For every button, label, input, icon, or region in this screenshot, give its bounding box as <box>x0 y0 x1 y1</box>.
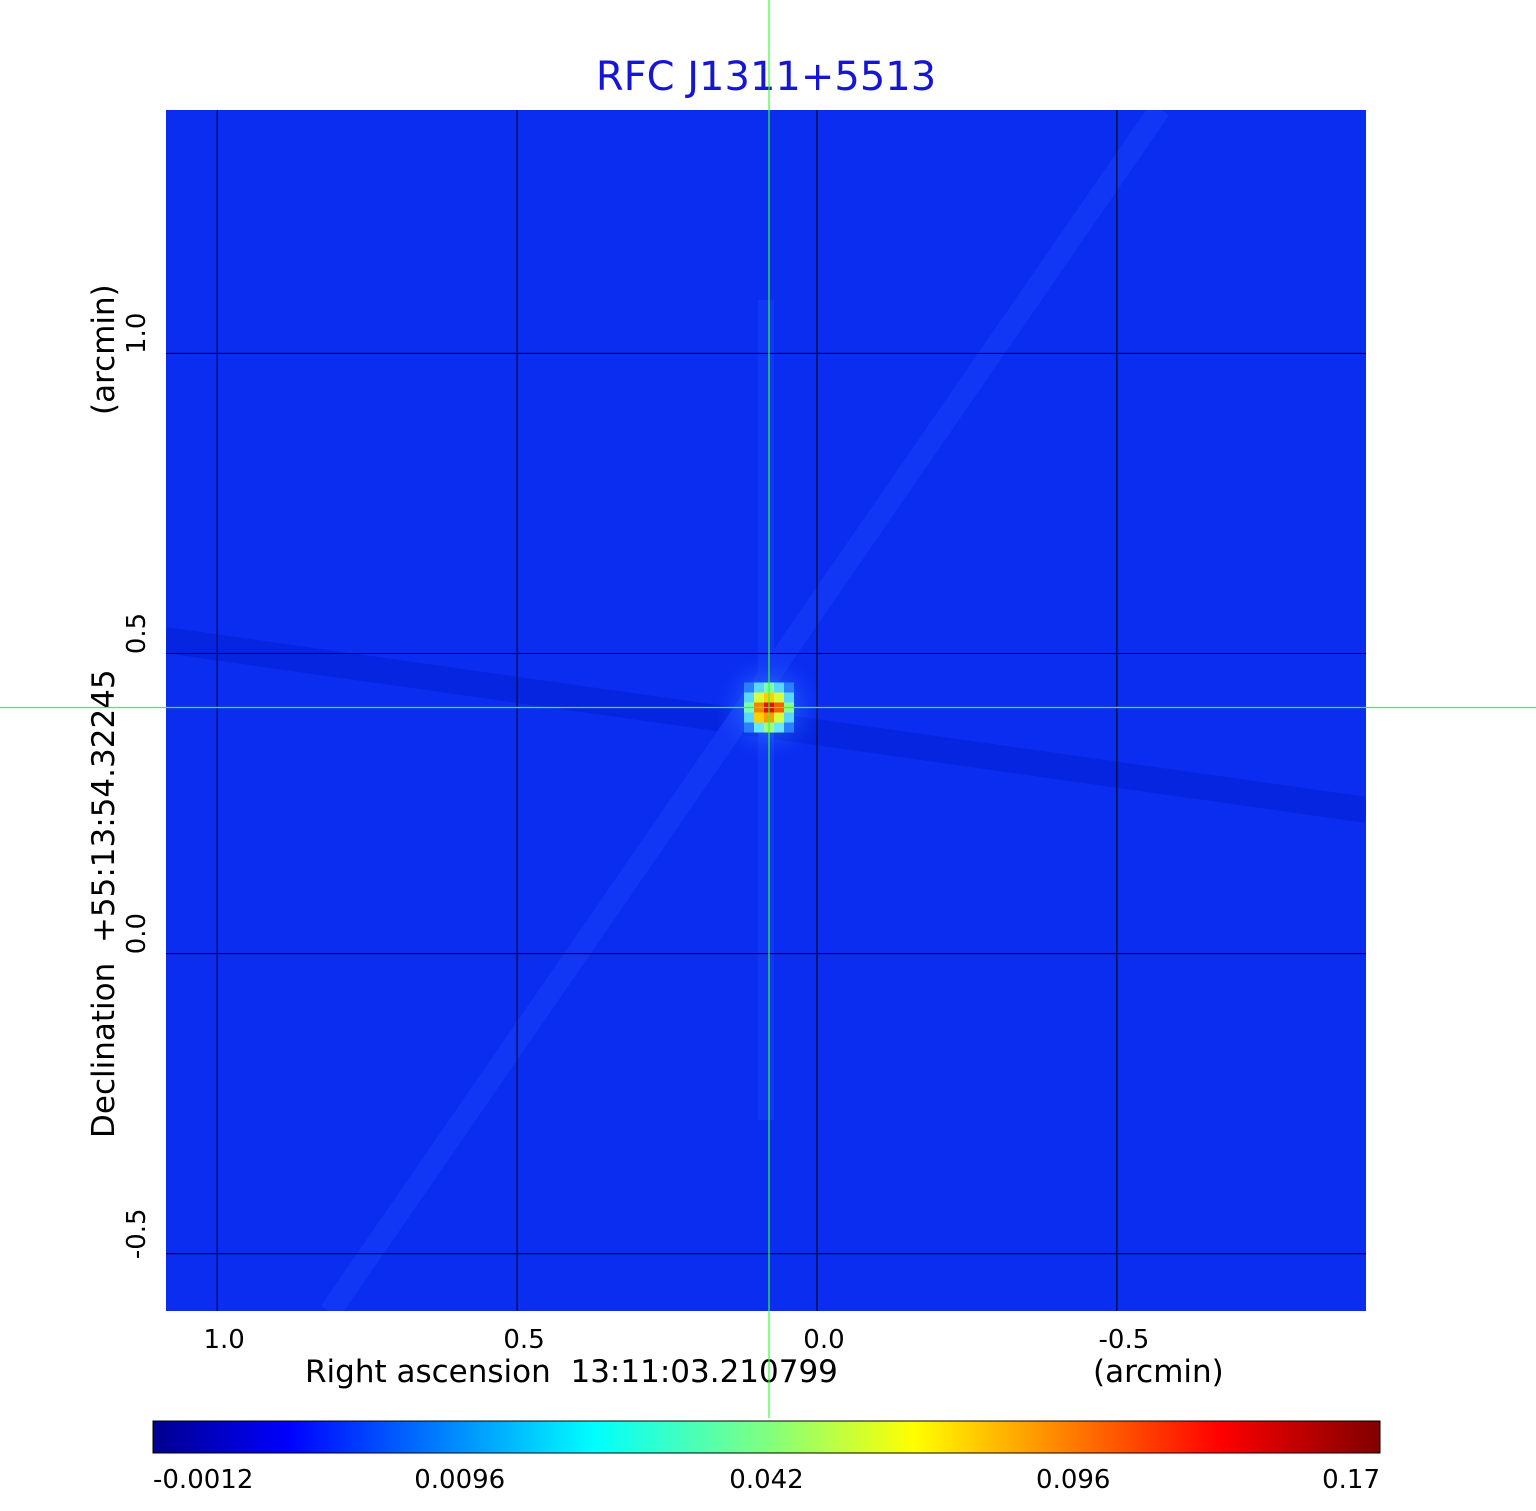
source-pixel <box>773 692 784 703</box>
x-axis-unit: (arcmin) <box>1093 1354 1224 1390</box>
y-axis-label: Declination +55:13:54.32245 <box>86 669 122 1138</box>
chart-title: RFC J1311+5513 <box>596 54 936 100</box>
y-tick-label: 1.0 <box>122 313 152 354</box>
source-pixel <box>783 712 794 723</box>
source-pixel <box>753 712 764 723</box>
colorbar-tick-label: -0.0012 <box>153 1465 253 1495</box>
source-pixel <box>753 692 764 703</box>
y-tick-label: 0.0 <box>122 913 152 954</box>
x-tick-label: 0.5 <box>503 1325 544 1355</box>
source-pixel <box>773 712 784 723</box>
source-pixel <box>783 692 794 703</box>
x-tick-label: 1.0 <box>204 1325 245 1355</box>
x-tick-labels: 1.0 0.5 0.0 -0.5 <box>204 1325 1150 1355</box>
colorbar-tick-label: 0.042 <box>729 1465 803 1495</box>
y-tick-labels: 1.0 0.5 0.0 -0.5 <box>122 313 152 1259</box>
x-tick-label: 0.0 <box>803 1325 844 1355</box>
source-pixel <box>773 682 784 693</box>
x-tick-label: -0.5 <box>1099 1325 1150 1355</box>
colorbar-tick-label: 0.0096 <box>414 1465 505 1495</box>
plot-area <box>165 109 1367 1312</box>
colorbar <box>152 1420 1381 1454</box>
colorbar-tick-label: 0.096 <box>1036 1465 1110 1495</box>
source-pixel <box>783 682 794 693</box>
source-pixel <box>743 692 754 703</box>
source-pixel <box>753 682 764 693</box>
source-pixel <box>743 712 754 723</box>
colorbar-tick-labels: -0.0012 0.0096 0.042 0.096 0.17 <box>153 1465 1380 1495</box>
source-pixel <box>743 682 754 693</box>
plot-frame <box>164 108 1368 1313</box>
colorbar-tick-label: 0.17 <box>1322 1465 1380 1495</box>
y-tick-label: 0.5 <box>122 613 152 654</box>
source-pixel <box>773 722 784 733</box>
source-pixel <box>743 722 754 733</box>
y-tick-label: -0.5 <box>122 1208 152 1259</box>
x-axis-label: Right ascension 13:11:03.210799 <box>305 1354 838 1390</box>
y-axis-unit: (arcmin) <box>86 284 122 415</box>
source-pixel <box>753 722 764 733</box>
crosshair <box>0 0 1536 1418</box>
source-pixel <box>783 722 794 733</box>
